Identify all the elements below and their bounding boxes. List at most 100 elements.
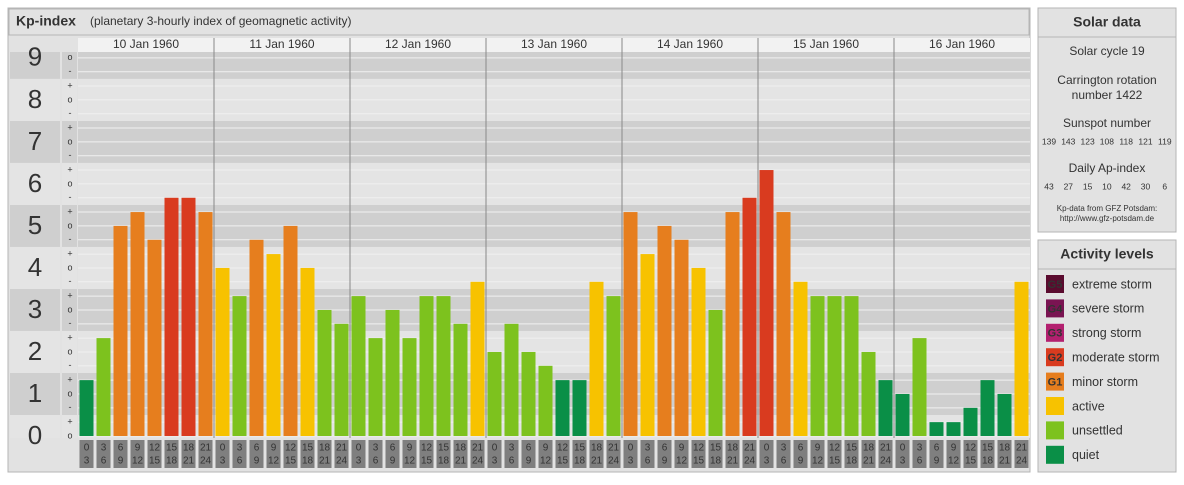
hour-label: 15	[965, 456, 977, 467]
ap-title: Daily Ap-index	[1069, 161, 1146, 175]
hour-label: 12	[132, 456, 144, 467]
bar	[504, 323, 519, 436]
hour-box	[929, 440, 944, 468]
hour-box	[181, 440, 196, 468]
bar	[657, 225, 672, 436]
panel-title: Activity levels	[1060, 246, 1154, 262]
hour-label: 15	[982, 443, 994, 454]
minor-tick-label: +	[67, 164, 72, 174]
bar	[725, 212, 740, 436]
hour-box	[521, 440, 536, 468]
level-badge: G3	[1048, 328, 1063, 340]
bar	[300, 267, 315, 436]
bar	[708, 309, 723, 436]
bar	[79, 380, 94, 436]
sunspot-value: 119	[1158, 136, 1172, 146]
hour-box	[827, 440, 842, 468]
hour-label: 9	[390, 456, 396, 467]
hour-label: 3	[781, 443, 787, 454]
band	[10, 78, 60, 121]
hour-box	[691, 440, 706, 468]
hour-label: 3	[356, 456, 362, 467]
ap-value: 30	[1141, 181, 1151, 191]
hour-box	[555, 440, 570, 468]
level-name: moderate storm	[1072, 350, 1160, 364]
hour-box	[334, 440, 349, 468]
hour-label: 9	[271, 443, 277, 454]
level-badge: G4	[1048, 303, 1064, 315]
bar	[113, 225, 128, 436]
hour-box	[385, 440, 400, 468]
hour-label: 0	[628, 443, 634, 454]
hour-label: 6	[645, 456, 651, 467]
hour-label: 18	[982, 456, 994, 467]
level-badge: G2	[1048, 352, 1063, 364]
hour-label: 12	[829, 443, 841, 454]
hour-label: 21	[1016, 443, 1028, 454]
hour-label: 0	[764, 443, 770, 454]
chart-subtitle: (planetary 3-hourly index of geomagnetic…	[90, 14, 351, 28]
band	[62, 78, 77, 121]
band	[62, 330, 77, 373]
hour-label: 6	[781, 456, 787, 467]
hour-box	[368, 440, 383, 468]
hour-box	[96, 440, 111, 468]
hour-box	[317, 440, 332, 468]
bar	[963, 407, 978, 436]
bar	[283, 225, 298, 436]
hour-label: 12	[693, 443, 705, 454]
hour-box	[215, 440, 230, 468]
hour-box	[810, 440, 825, 468]
hour-box	[249, 440, 264, 468]
minor-tick-label: -	[69, 150, 72, 160]
hour-label: 18	[727, 443, 739, 454]
band	[10, 288, 60, 331]
carrington: Carrington rotation	[1057, 73, 1156, 87]
band	[62, 246, 77, 289]
bar	[861, 351, 876, 436]
hour-label: 15	[693, 456, 705, 467]
bar	[402, 338, 417, 436]
title-bar	[8, 8, 1030, 36]
bar	[266, 254, 281, 436]
band	[10, 52, 60, 79]
hour-label: 24	[608, 456, 620, 467]
y-tick-label: 8	[28, 84, 42, 114]
hour-label: 18	[183, 443, 195, 454]
hour-label: 9	[679, 443, 685, 454]
hour-label: 18	[302, 456, 314, 467]
minor-tick-label: +	[67, 206, 72, 216]
day-label: 13 Jan 1960	[521, 37, 587, 51]
hour-box	[725, 440, 740, 468]
bar	[317, 309, 332, 436]
bar	[164, 197, 179, 436]
carrington: number 1422	[1072, 88, 1143, 102]
bar	[249, 239, 264, 436]
band	[10, 414, 60, 438]
hour-box	[946, 440, 961, 468]
hour-label: 12	[268, 456, 280, 467]
hour-box	[997, 440, 1012, 468]
bar	[776, 212, 791, 436]
minor-tick-label: +	[67, 332, 72, 342]
bar	[453, 323, 468, 436]
hour-box	[674, 440, 689, 468]
hour-box	[640, 440, 655, 468]
band	[10, 330, 60, 373]
band	[10, 162, 60, 205]
hour-label: 6	[254, 443, 260, 454]
minor-tick-label: -	[69, 318, 72, 328]
hour-label: 9	[118, 456, 124, 467]
hour-box	[436, 440, 451, 468]
level-swatch	[1046, 275, 1064, 293]
hour-box	[606, 440, 621, 468]
hour-label: 21	[472, 443, 484, 454]
hour-label: 3	[900, 456, 906, 467]
bar	[232, 296, 247, 436]
hour-box	[912, 440, 927, 468]
level-name: active	[1072, 399, 1105, 413]
band	[62, 204, 77, 247]
hour-label: 12	[557, 443, 569, 454]
bar	[844, 296, 859, 436]
band	[62, 414, 77, 438]
